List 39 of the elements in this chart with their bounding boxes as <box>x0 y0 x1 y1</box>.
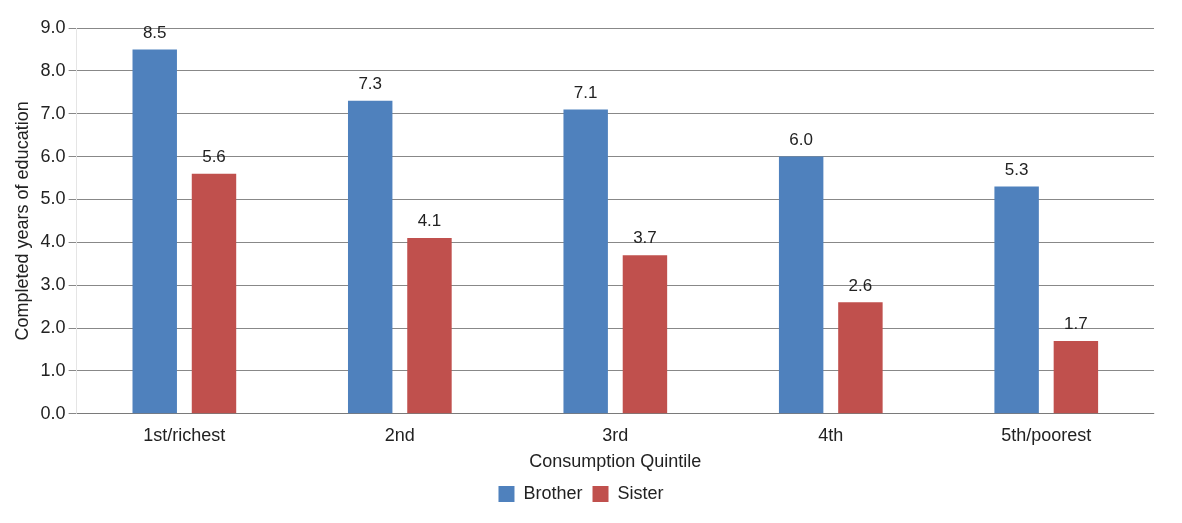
bar <box>778 156 824 414</box>
bar <box>1053 340 1099 414</box>
bar <box>132 49 177 414</box>
bar <box>347 100 393 414</box>
bar <box>407 238 452 414</box>
y-tick-label: 5.0 <box>40 188 66 209</box>
x-tick-label: 4th <box>818 424 844 445</box>
x-tick-label: 2nd <box>384 424 415 445</box>
data-label: 7.1 <box>573 82 598 102</box>
y-tick-label: 4.0 <box>40 231 66 252</box>
y-tick-label: 2.0 <box>40 317 66 338</box>
x-tick-label: 5th/poorest <box>1001 424 1092 445</box>
data-label: 8.5 <box>142 22 167 42</box>
data-label: 7.3 <box>358 74 383 94</box>
bar <box>838 302 883 414</box>
legend-label: Sister <box>617 482 664 503</box>
data-label: 1.7 <box>1064 314 1088 334</box>
y-tick-label: 8.0 <box>40 59 66 80</box>
data-label: 5.6 <box>202 146 226 166</box>
data-label: 3.7 <box>633 228 657 248</box>
y-tick-label: 3.0 <box>40 274 66 295</box>
bar <box>191 173 237 414</box>
data-label: 2.6 <box>848 275 873 295</box>
data-label: 5.3 <box>1004 159 1029 179</box>
x-axis-title: Consumption Quintile <box>529 451 702 472</box>
y-tick-label: 7.0 <box>40 102 66 123</box>
y-tick-label: 1.0 <box>40 359 66 380</box>
y-tick-label: 9.0 <box>40 16 66 37</box>
y-tick-label: 6.0 <box>40 145 66 166</box>
data-label: 4.1 <box>417 211 442 231</box>
bar <box>563 109 608 414</box>
bar <box>622 255 668 414</box>
y-tick-label: 0.0 <box>40 402 66 423</box>
legend-label: Brother <box>523 482 583 503</box>
y-axis-title: Completed years of education <box>11 101 32 341</box>
bar <box>994 186 1039 414</box>
x-tick-label: 1st/richest <box>143 424 226 445</box>
data-label: 6.0 <box>789 129 813 149</box>
x-tick-label: 3rd <box>602 424 629 445</box>
